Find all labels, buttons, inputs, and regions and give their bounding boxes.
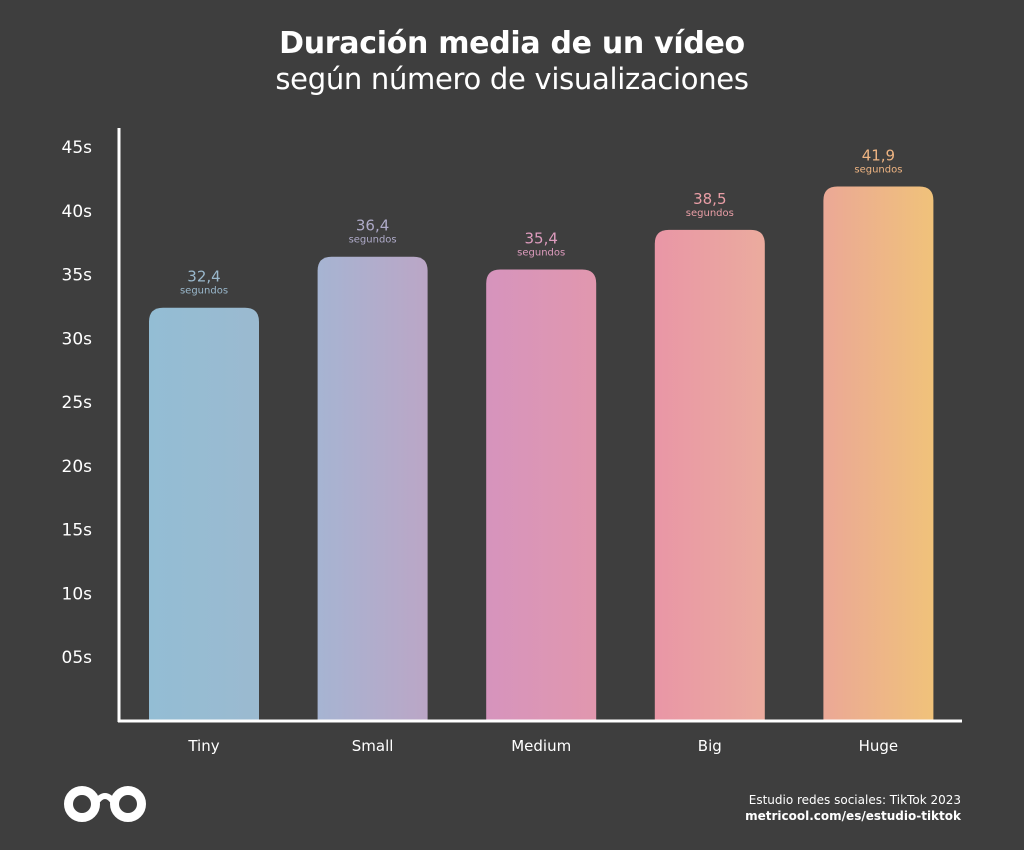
y-tick-label: 10s (62, 584, 93, 604)
bar-tiny (149, 307, 259, 721)
x-tick-label: Small (352, 737, 394, 755)
source-credit: Estudio redes sociales: TikTok 2023 metr… (745, 792, 961, 824)
y-tick-label: 35s (62, 266, 93, 286)
y-tick-label: 25s (62, 393, 93, 413)
y-tick-label: 45s (62, 138, 93, 158)
chart-title: Duración media de un vídeo (279, 26, 745, 61)
unit-label: segundos (517, 247, 565, 258)
y-tick-label: 30s (62, 329, 93, 349)
y-tick-label: 05s (62, 648, 93, 668)
y-tick-label: 15s (62, 521, 93, 541)
unit-label: segundos (349, 235, 397, 246)
y-tick-label: 40s (62, 202, 93, 222)
value-label: 32,4 (187, 268, 220, 286)
source-url: metricool.com/es/estudio-tiktok (745, 809, 961, 823)
value-label: 41,9 (862, 147, 895, 165)
bar-small (317, 256, 428, 721)
y-tick-label: 20s (62, 457, 93, 477)
unit-label: segundos (686, 208, 734, 219)
x-tick-label: Huge (859, 737, 899, 755)
unit-label: segundos (180, 286, 228, 297)
bar-medium (486, 269, 597, 721)
bar-huge (823, 186, 934, 721)
unit-label: segundos (854, 165, 902, 176)
value-label: 38,5 (693, 190, 726, 208)
value-label: 36,4 (356, 217, 389, 235)
metricool-infinity-icon (64, 786, 146, 822)
bar-big (654, 229, 765, 721)
source-study: Estudio redes sociales: TikTok 2023 (748, 793, 961, 807)
x-tick-label: Medium (511, 737, 571, 755)
chart-subtitle: según número de visualizaciones (275, 62, 749, 96)
x-tick-label: Big (698, 737, 722, 755)
value-label: 35,4 (524, 229, 557, 247)
x-tick-label: Tiny (187, 737, 219, 755)
